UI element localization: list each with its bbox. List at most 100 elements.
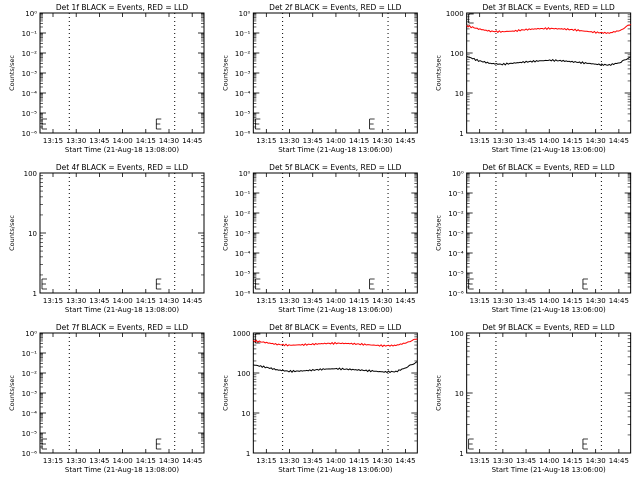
y-tick-label: 10⁰: [25, 330, 37, 338]
plot-frame: [466, 172, 632, 294]
series-line-events: [466, 55, 631, 67]
y-tick-label: 10⁻²: [235, 210, 251, 218]
range-bracket-marker: [41, 278, 47, 290]
x-tick-label: 14:30: [586, 457, 606, 465]
y-axis-label: Counts/sec: [221, 375, 229, 411]
x-tick-label: 13:30: [493, 457, 513, 465]
range-bracket-marker: [582, 438, 588, 450]
y-axis-label: Counts/sec: [435, 375, 443, 411]
chart-panel-8: Det 8f BLACK = Events, RED = LLD Counts/s…: [221, 323, 418, 474]
y-tick-label: 10⁻²: [448, 210, 464, 218]
x-tick-label: 13:30: [66, 297, 86, 305]
x-tick-label: 13:45: [89, 457, 109, 465]
plot-frame: [39, 332, 205, 454]
plot-frame: [39, 12, 205, 134]
x-axis-label: Start Time (21-Aug-18 13:06:00): [278, 466, 392, 474]
x-axis-label: Start Time (21-Aug-18 13:08:00): [65, 146, 179, 154]
chart-panel-7: Det 7f BLACK = Events, RED = LLD Counts/s…: [8, 323, 205, 474]
range-bracket-marker: [155, 278, 162, 290]
x-tick-label: 14:15: [349, 137, 369, 145]
y-axis-label: Counts/sec: [221, 55, 229, 91]
y-tick-label: 10⁰: [239, 10, 251, 18]
x-tick-label: 14:00: [113, 457, 133, 465]
plot-frame: [39, 172, 205, 294]
x-tick-label: 14:30: [372, 297, 392, 305]
y-tick-label: 10⁻⁶: [22, 450, 38, 458]
x-tick-label: 14:45: [609, 137, 629, 145]
x-tick-label: 13:15: [43, 297, 63, 305]
x-tick-label: 14:30: [159, 137, 179, 145]
plot-frame: [466, 12, 632, 134]
x-axis-label: Start Time (21-Aug-18 13:06:00): [492, 466, 606, 474]
y-tick-label: 10: [455, 390, 464, 398]
x-tick-label: 13:15: [256, 457, 276, 465]
x-tick-label: 14:15: [349, 457, 369, 465]
x-tick-label: 14:00: [539, 457, 559, 465]
range-bracket-marker: [41, 438, 47, 450]
x-axis-label: Start Time (21-Aug-18 13:06:00): [492, 306, 606, 314]
x-tick-label: 14:30: [586, 137, 606, 145]
x-tick-label: 14:00: [113, 137, 133, 145]
y-tick-label: 10⁻⁵: [22, 110, 38, 118]
x-tick-label: 13:45: [89, 137, 109, 145]
x-axis-label: Start Time (21-Aug-18 13:06:00): [492, 146, 606, 154]
y-tick-label: 100: [237, 370, 250, 378]
plot-frame: [252, 332, 418, 454]
x-tick-label: 14:15: [562, 297, 582, 305]
x-tick-label: 14:30: [586, 297, 606, 305]
y-tick-label: 1: [246, 450, 250, 458]
range-bracket-marker: [369, 118, 375, 130]
y-tick-label: 10⁻³: [22, 390, 38, 398]
y-tick-label: 10: [28, 230, 37, 238]
x-tick-label: 14:00: [326, 297, 346, 305]
y-tick-label: 10⁻¹: [22, 30, 38, 38]
x-tick-label: 13:30: [493, 297, 513, 305]
y-axis-label: Counts/sec: [8, 375, 16, 411]
x-tick-label: 14:30: [372, 137, 392, 145]
chart-title: Det 3f BLACK = Events, RED = LLD: [483, 3, 616, 12]
chart-title: Det 9f BLACK = Events, RED = LLD: [483, 323, 616, 332]
chart-title: Det 2f BLACK = Events, RED = LLD: [269, 3, 402, 12]
x-tick-label: 13:15: [43, 137, 63, 145]
y-tick-label: 10: [241, 410, 250, 418]
y-axis-label: Counts/sec: [435, 55, 443, 91]
y-tick-label: 100: [24, 170, 37, 178]
series-line-lld: [252, 338, 418, 348]
x-tick-label: 13:45: [303, 137, 323, 145]
range-bracket-marker: [369, 278, 375, 290]
x-tick-label: 13:15: [43, 457, 63, 465]
x-tick-label: 14:00: [326, 137, 346, 145]
y-tick-label: 10⁻⁶: [235, 130, 251, 138]
chart-panel-3: Det 3f BLACK = Events, RED = LLD Counts/s…: [435, 3, 632, 154]
x-tick-label: 14:45: [182, 297, 202, 305]
plot-frame: [252, 172, 418, 294]
x-tick-label: 13:15: [470, 137, 490, 145]
x-tick-label: 14:15: [136, 457, 156, 465]
y-tick-label: 10⁰: [452, 170, 464, 178]
y-tick-label: 10⁻¹: [235, 190, 251, 198]
x-tick-label: 13:30: [279, 297, 299, 305]
plot-frame: [466, 332, 632, 454]
range-bracket-marker: [155, 438, 162, 450]
y-tick-label: 1: [459, 450, 463, 458]
y-tick-label: 10⁻²: [235, 50, 251, 58]
range-bracket-marker: [468, 278, 474, 290]
y-tick-label: 10⁻⁶: [22, 130, 38, 138]
x-tick-label: 13:45: [303, 297, 323, 305]
y-tick-label: 10: [455, 90, 464, 98]
range-bracket-marker: [582, 278, 588, 290]
y-tick-label: 10⁻⁴: [22, 90, 38, 98]
y-tick-label: 10⁻⁵: [448, 270, 464, 278]
y-tick-label: 10⁻⁴: [448, 250, 464, 258]
x-tick-label: 13:45: [516, 137, 536, 145]
x-tick-label: 14:45: [395, 297, 415, 305]
chart-title: Det 1f BLACK = Events, RED = LLD: [56, 3, 189, 12]
x-tick-label: 13:45: [303, 457, 323, 465]
chart-title: Det 4f BLACK = Events, RED = LLD: [56, 163, 189, 172]
y-tick-label: 10⁻¹: [22, 350, 38, 358]
y-tick-label: 100: [450, 330, 463, 338]
y-axis-label: Counts/sec: [221, 215, 229, 251]
y-tick-label: 10⁻³: [235, 70, 251, 78]
x-tick-label: 13:15: [470, 297, 490, 305]
x-tick-label: 14:45: [182, 457, 202, 465]
